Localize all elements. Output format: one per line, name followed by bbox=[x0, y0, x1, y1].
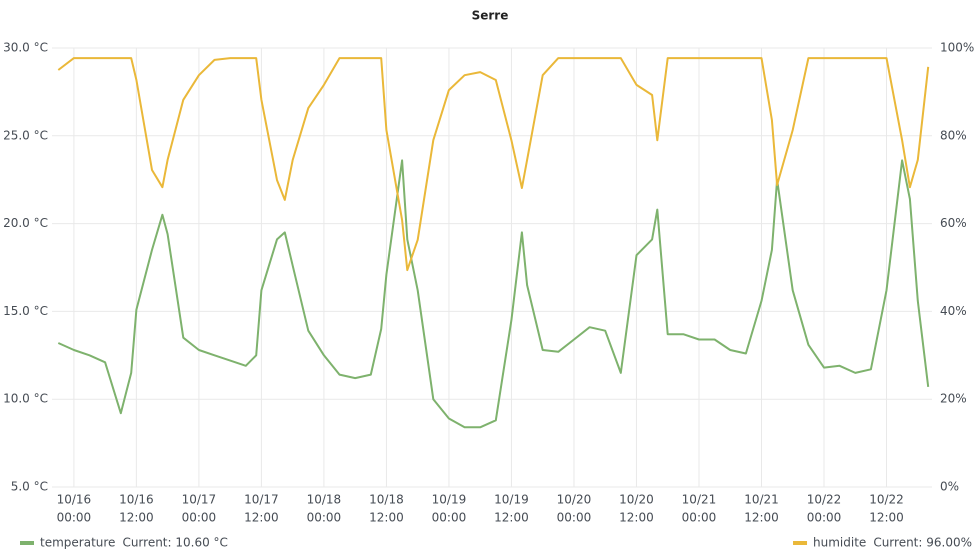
x-tick-label: 10/17 bbox=[244, 493, 279, 507]
y-tick-label: 10.0 °C bbox=[3, 392, 48, 406]
x-tick-label: 12:00 bbox=[119, 511, 154, 525]
legend-label: temperature bbox=[40, 536, 115, 550]
x-tick-label: 00:00 bbox=[682, 511, 717, 525]
y2-tick-label: 0% bbox=[940, 480, 959, 494]
x-tick-label: 10/19 bbox=[432, 493, 467, 507]
x-tick-label: 12:00 bbox=[869, 511, 904, 525]
x-tick-label: 12:00 bbox=[494, 511, 529, 525]
y2-tick-label: 80% bbox=[940, 128, 967, 142]
x-tick-label: 00:00 bbox=[307, 511, 342, 525]
x-tick-label: 10/20 bbox=[619, 493, 654, 507]
x-tick-label: 00:00 bbox=[557, 511, 592, 525]
x-tick-label: 12:00 bbox=[244, 511, 279, 525]
x-tick-label: 10/21 bbox=[744, 493, 779, 507]
x-tick-label: 10/19 bbox=[494, 493, 529, 507]
x-tick-label: 10/21 bbox=[682, 493, 717, 507]
x-tick-label: 00:00 bbox=[807, 511, 842, 525]
y-tick-label: 5.0 °C bbox=[11, 480, 48, 494]
x-tick-label: 10/22 bbox=[807, 493, 842, 507]
x-tick-label: 10/16 bbox=[57, 493, 92, 507]
x-tick-label: 00:00 bbox=[57, 511, 92, 525]
x-tick-label: 10/20 bbox=[557, 493, 592, 507]
x-tick-label: 10/17 bbox=[182, 493, 217, 507]
x-tick-label: 00:00 bbox=[182, 511, 217, 525]
y-tick-label: 20.0 °C bbox=[3, 216, 48, 230]
y2-tick-label: 100% bbox=[940, 41, 974, 55]
x-tick-label: 12:00 bbox=[619, 511, 654, 525]
x-tick-label: 10/22 bbox=[869, 493, 904, 507]
x-tick-label: 12:00 bbox=[744, 511, 779, 525]
y2-tick-label: 40% bbox=[940, 304, 967, 318]
series-line bbox=[57, 159, 930, 429]
y-tick-label: 30.0 °C bbox=[3, 41, 48, 55]
x-tick-label: 00:00 bbox=[432, 511, 467, 525]
x-tick-label: 10/18 bbox=[307, 493, 342, 507]
x-tick-label: 12:00 bbox=[369, 511, 404, 525]
series-line bbox=[57, 57, 930, 272]
legend-value: Current: 96.00% bbox=[873, 536, 972, 550]
y2-tick-label: 60% bbox=[940, 216, 967, 230]
x-tick-label: 10/16 bbox=[119, 493, 154, 507]
y2-tick-label: 20% bbox=[940, 392, 967, 406]
y-tick-label: 15.0 °C bbox=[3, 304, 48, 318]
legend-value: Current: 10.60 °C bbox=[122, 536, 227, 550]
x-tick-label: 10/18 bbox=[369, 493, 404, 507]
y-tick-label: 25.0 °C bbox=[3, 128, 48, 142]
legend-label: humidite bbox=[813, 536, 866, 550]
chart-title: Serre bbox=[472, 9, 509, 23]
